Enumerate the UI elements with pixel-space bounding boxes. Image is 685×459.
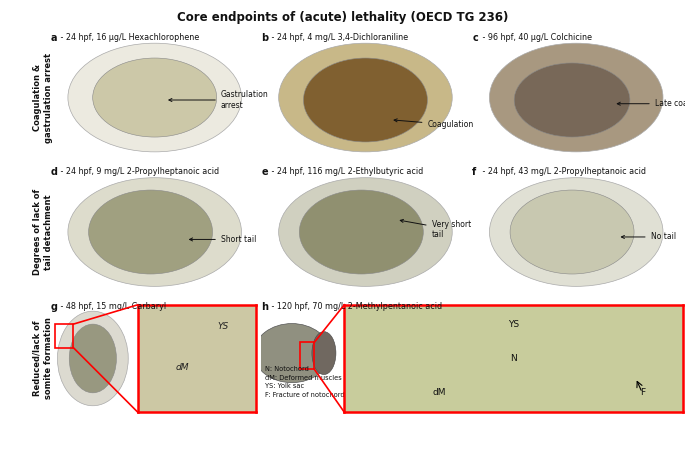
Text: - 24 hpf, 43 mg/L 2-Propylheptanoic acid: - 24 hpf, 43 mg/L 2-Propylheptanoic acid: [479, 167, 646, 176]
Text: N: N: [510, 354, 517, 363]
Text: - 24 hpf, 4 mg/L 3,4-Dichloraniline: - 24 hpf, 4 mg/L 3,4-Dichloraniline: [269, 33, 408, 42]
Text: YS: YS: [217, 322, 228, 331]
Text: - 24 hpf, 116 mg/L 2-Ethylbutyric acid: - 24 hpf, 116 mg/L 2-Ethylbutyric acid: [269, 167, 423, 176]
Text: dM: dM: [176, 363, 189, 372]
Text: Core endpoints of (acute) lethality (OECD TG 236): Core endpoints of (acute) lethality (OEC…: [177, 11, 508, 24]
Ellipse shape: [88, 190, 212, 274]
Text: d: d: [51, 167, 58, 177]
Ellipse shape: [68, 43, 242, 152]
Text: Gastrulation
arrest: Gastrulation arrest: [169, 90, 269, 110]
Ellipse shape: [299, 190, 423, 274]
Text: N: Notochord
dM: Deformed muscles
YS: Yolk sac
F: Fracture of notochord: N: Notochord dM: Deformed muscles YS: Yo…: [265, 366, 345, 398]
Text: Coagulation &
gastrulation arrest: Coagulation & gastrulation arrest: [33, 52, 53, 143]
Ellipse shape: [279, 178, 452, 286]
Ellipse shape: [69, 324, 116, 393]
Ellipse shape: [489, 43, 663, 152]
Ellipse shape: [68, 178, 242, 286]
Text: c: c: [472, 33, 478, 43]
Text: Short tail: Short tail: [190, 235, 256, 244]
Ellipse shape: [312, 331, 336, 375]
Text: - 24 hpf, 9 mg/L 2-Propylheptanoic acid: - 24 hpf, 9 mg/L 2-Propylheptanoic acid: [58, 167, 219, 176]
Ellipse shape: [279, 43, 452, 152]
Text: dM: dM: [432, 388, 446, 397]
Text: h: h: [262, 302, 269, 312]
Text: - 120 hpf, 70 mg/L 2-Methylpentanoic acid: - 120 hpf, 70 mg/L 2-Methylpentanoic aci…: [269, 302, 442, 311]
Text: Degrees of lack of
tail detachment: Degrees of lack of tail detachment: [33, 189, 53, 275]
Text: a: a: [51, 33, 57, 43]
Text: YS: YS: [508, 319, 519, 329]
Ellipse shape: [92, 58, 216, 137]
Text: - 48 hpf, 15 mg/L Carbaryl: - 48 hpf, 15 mg/L Carbaryl: [58, 302, 166, 311]
Text: - 24 hpf, 16 µg/L Hexachlorophene: - 24 hpf, 16 µg/L Hexachlorophene: [58, 33, 199, 42]
Text: F: F: [640, 388, 645, 397]
Text: Very short
tail: Very short tail: [400, 219, 471, 239]
Ellipse shape: [303, 58, 427, 142]
Text: b: b: [262, 33, 269, 43]
Ellipse shape: [254, 324, 330, 383]
Bar: [300, 342, 314, 369]
Bar: [55, 324, 73, 348]
Ellipse shape: [510, 190, 634, 274]
Text: e: e: [262, 167, 268, 177]
Text: g: g: [51, 302, 58, 312]
Text: Coagulation: Coagulation: [394, 119, 474, 129]
Text: - 96 hpf, 40 µg/L Colchicine: - 96 hpf, 40 µg/L Colchicine: [479, 33, 592, 42]
Ellipse shape: [58, 311, 128, 406]
Text: Late coagulation: Late coagulation: [617, 99, 685, 108]
Text: Reduced/lack of
somite formation: Reduced/lack of somite formation: [33, 318, 53, 399]
Text: f: f: [472, 167, 477, 177]
Text: No tail: No tail: [621, 232, 675, 241]
Ellipse shape: [514, 63, 630, 137]
Ellipse shape: [489, 178, 663, 286]
